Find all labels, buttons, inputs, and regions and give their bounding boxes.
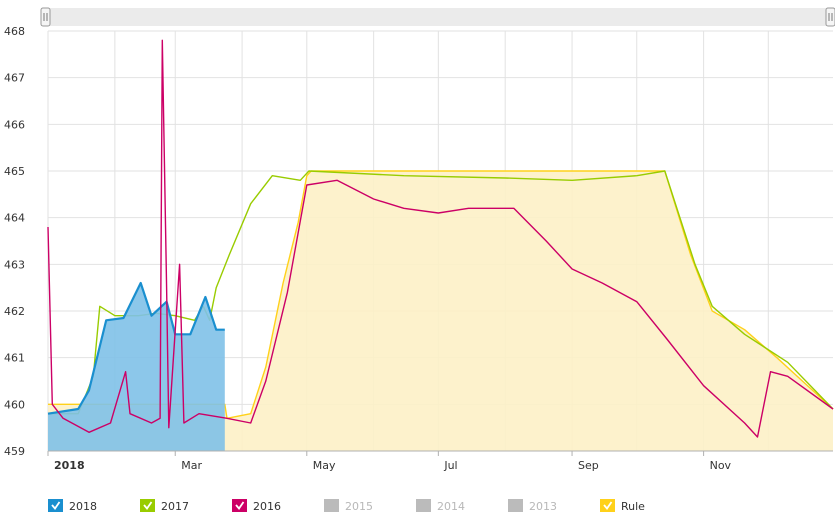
checkmark-icon [235, 501, 245, 510]
right-handle[interactable] [825, 7, 835, 27]
x-tick-label: Sep [578, 459, 599, 472]
legend-label: 2017 [161, 500, 189, 513]
legend-label: 2016 [253, 500, 281, 513]
plot-area [47, 39, 834, 451]
series-2017-line [48, 170, 834, 415]
legend-item-rule[interactable]: Rule [600, 499, 645, 513]
left-handle-box[interactable] [40, 7, 51, 27]
series-rule-line [48, 170, 834, 419]
checkmark-icon [143, 501, 153, 510]
legend-swatch [140, 499, 155, 512]
legend-label: 2018 [69, 500, 97, 513]
x-axis: 2018 Mar May Jul Sep Nov [47, 451, 732, 472]
legend-swatch [508, 499, 523, 512]
legend-swatch [48, 499, 63, 512]
legend-label: Rule [621, 500, 645, 513]
left-handle[interactable] [40, 7, 51, 27]
y-tick-label: 468 [4, 25, 25, 38]
checkmark-icon [51, 501, 61, 510]
checkmark-icon [603, 501, 613, 510]
legend-swatch [416, 499, 431, 512]
navigator-bar[interactable] [40, 7, 835, 27]
x-tick-label: Jul [443, 459, 457, 472]
y-tick-label: 465 [4, 165, 25, 178]
y-tick-label: 466 [4, 118, 25, 131]
legend-item-2016[interactable]: 2016 [232, 499, 281, 513]
y-tick-label: 463 [4, 258, 25, 271]
legend-item-2015[interactable]: 2015 [324, 499, 373, 513]
series-2018-area [48, 283, 225, 451]
y-tick-label: 464 [4, 212, 25, 225]
right-handle-box[interactable] [825, 7, 835, 27]
legend-item-2014[interactable]: 2014 [416, 499, 465, 513]
x-tick-label: May [313, 459, 336, 472]
y-tick-label: 461 [4, 352, 25, 365]
series-2016-line [47, 39, 834, 438]
y-tick-label: 460 [4, 398, 25, 411]
legend-swatch [232, 499, 247, 512]
legend-label: 2015 [345, 500, 373, 513]
legend-label: 2013 [529, 500, 557, 513]
x-tick-label: 2018 [54, 459, 85, 472]
legend-swatch [324, 499, 339, 512]
y-tick-label: 459 [4, 445, 25, 458]
navigator-track[interactable] [41, 8, 833, 26]
legend: 2018 2017 2016 2015 2014 2013 Rule [48, 499, 645, 513]
legend-item-2017[interactable]: 2017 [140, 499, 189, 513]
x-tick-label: Mar [181, 459, 202, 472]
series-2018-line [47, 281, 225, 415]
y-axis: 459 460 461 462 463 464 465 466 467 468 [4, 25, 25, 458]
y-tick-label: 462 [4, 305, 25, 318]
legend-item-2018[interactable]: 2018 [48, 499, 97, 513]
legend-item-2013[interactable]: 2013 [508, 499, 557, 513]
legend-label: 2014 [437, 500, 465, 513]
series-rule-area [48, 171, 833, 451]
y-tick-label: 467 [4, 72, 25, 85]
x-tick-label: Nov [710, 459, 732, 472]
legend-swatch [600, 499, 615, 512]
